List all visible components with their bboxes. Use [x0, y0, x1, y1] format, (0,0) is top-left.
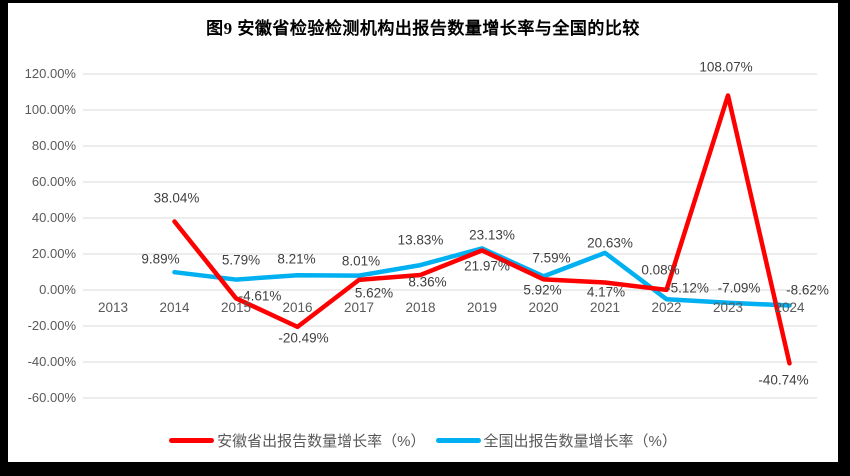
- data-label: -5.12%: [666, 280, 709, 296]
- data-label: 8.36%: [408, 274, 447, 290]
- legend-item-national: 全国出报告数量增长率（%）: [435, 430, 677, 451]
- data-label: -7.09%: [717, 280, 761, 296]
- data-label: 9.89%: [141, 251, 180, 267]
- data-label: -40.74%: [758, 372, 809, 388]
- y-tick-label: 40.00%: [31, 210, 76, 225]
- y-tick-label: 120.00%: [24, 66, 76, 81]
- legend-line-swatch-blue: [435, 437, 481, 443]
- legend: 安徽省出报告数量增长率（%） 全国出报告数量增长率（%）: [8, 429, 838, 451]
- data-label: 20.63%: [587, 235, 633, 251]
- y-tick-label: 80.00%: [31, 138, 76, 153]
- data-label: 8.21%: [277, 251, 316, 267]
- legend-label-anhui: 安徽省出报告数量增长率（%）: [217, 432, 426, 450]
- x-axis-label: 2017: [343, 300, 375, 315]
- y-tick-label: 20.00%: [31, 246, 76, 261]
- x-axis-label: 2015: [220, 300, 252, 315]
- chart-frame: 图9 安徽省检验检测机构出报告数量增长率与全国的比较 120.00% 100.00…: [8, 3, 838, 462]
- legend-item-anhui: 安徽省出报告数量增长率（%）: [169, 430, 426, 451]
- data-label: 4.17%: [586, 284, 626, 300]
- y-tick-label: -60.00%: [27, 390, 76, 405]
- x-axis-label: 2016: [282, 300, 313, 315]
- x-axis-label: 2021: [589, 300, 621, 315]
- data-label: -20.49%: [278, 330, 329, 346]
- x-axis-label: 2022: [651, 300, 682, 315]
- data-label: -4.61%: [238, 288, 282, 304]
- data-label: 5.62%: [354, 285, 394, 301]
- y-tick-label: 60.00%: [31, 174, 76, 189]
- data-label: 0.08%: [641, 262, 680, 278]
- x-axis-label: 2023: [712, 300, 744, 315]
- x-axis-label: 2013: [97, 300, 129, 315]
- data-label: 21.97%: [464, 258, 510, 274]
- data-label: 5.79%: [221, 252, 261, 268]
- chart-title: 图9 安徽省检验检测机构出报告数量增长率与全国的比较: [206, 19, 640, 38]
- x-axis-label: 2024: [774, 300, 805, 315]
- x-axis-label: 2014: [159, 300, 190, 315]
- series-line-anhui: [172, 93, 792, 366]
- y-tick-label: 100.00%: [24, 102, 76, 117]
- y-tick-label: -20.00%: [27, 318, 76, 333]
- legend-label-national: 全国出报告数量增长率（%）: [483, 432, 677, 450]
- data-label: 38.04%: [153, 190, 200, 206]
- x-axis-label: 2020: [528, 300, 559, 315]
- x-axis-label: 2018: [405, 300, 436, 315]
- data-label: -8.62%: [786, 282, 829, 298]
- data-label: 7.59%: [532, 250, 571, 266]
- y-tick-label: 0.00%: [39, 282, 76, 297]
- data-label: 108.07%: [699, 59, 753, 75]
- data-label: 13.83%: [397, 232, 444, 248]
- plot-area: [83, 73, 817, 399]
- data-label: 23.13%: [469, 227, 515, 243]
- legend-line-swatch-red: [169, 437, 215, 443]
- data-label: 5.92%: [523, 282, 562, 298]
- y-tick-label: -40.00%: [27, 354, 76, 369]
- data-label: 8.01%: [341, 253, 381, 269]
- x-axis-label: 2019: [466, 300, 498, 315]
